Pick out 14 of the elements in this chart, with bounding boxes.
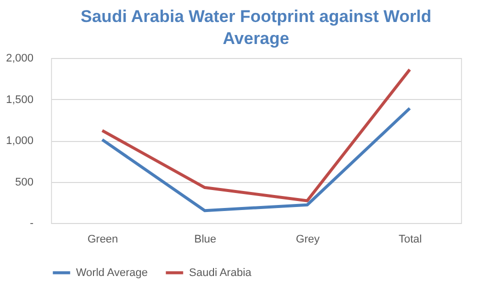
y-tick-label: - [30, 218, 34, 230]
y-tick-label: 1,000 [6, 135, 34, 147]
legend-label: World Average [76, 266, 148, 279]
chart-title: Saudi Arabia Water Footprint against World Average [80, 7, 432, 48]
y-tick-label: 500 [15, 176, 34, 188]
line-series [100, 68, 412, 202]
line-series [100, 106, 412, 212]
legend-label: Saudi Arabia [189, 266, 252, 279]
y-tick-label: 1,500 [6, 94, 34, 106]
x-tick-label: Total [398, 234, 422, 246]
y-tick-label: 2,000 [6, 52, 34, 64]
x-tick-label: Green [87, 234, 118, 246]
x-tick-label: Blue [194, 234, 216, 246]
x-tick-label: Grey [296, 234, 320, 246]
